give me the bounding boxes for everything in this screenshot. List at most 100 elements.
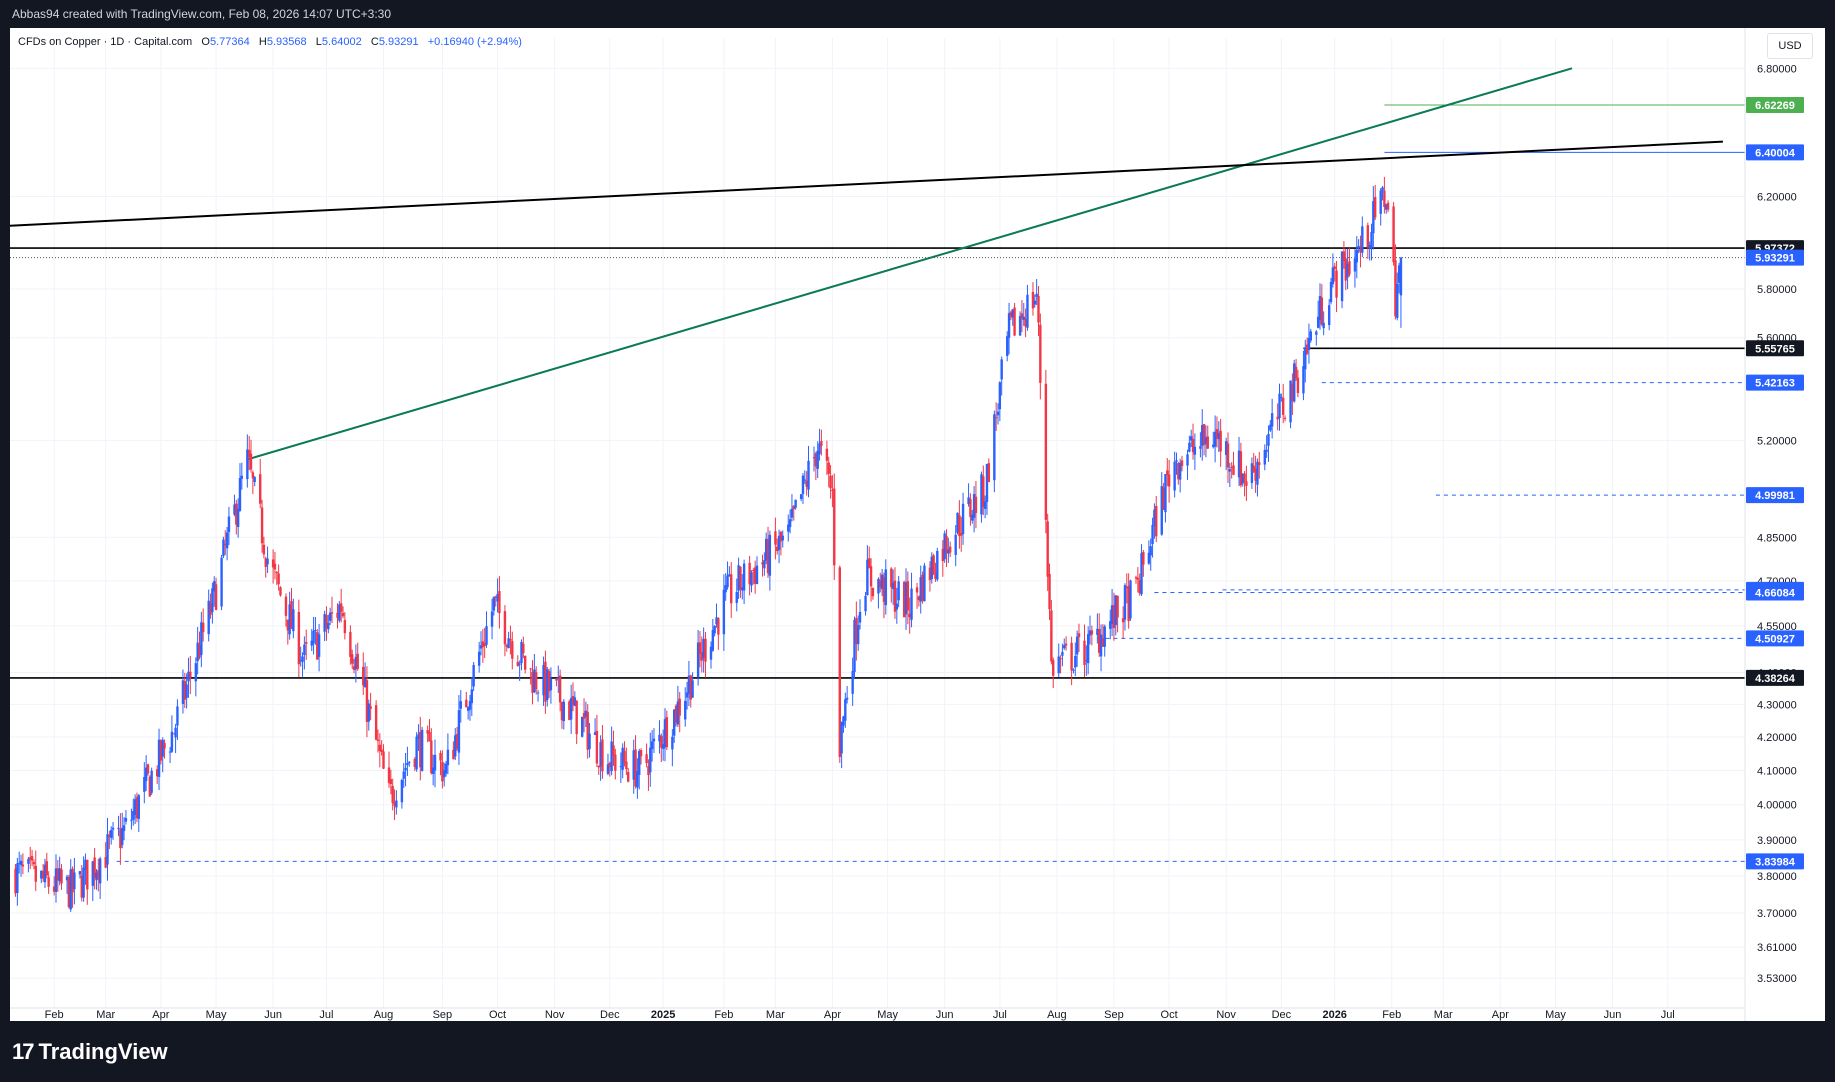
candle	[214, 577, 218, 611]
candle	[483, 627, 486, 659]
candle	[132, 798, 135, 826]
candle	[496, 578, 499, 613]
candle	[1243, 471, 1246, 497]
candle-body	[704, 638, 707, 662]
candle-body	[520, 641, 523, 664]
candle	[172, 733, 175, 735]
candle-body	[840, 721, 843, 754]
candle-body	[895, 603, 899, 610]
candle-body	[599, 742, 602, 767]
candle	[1191, 423, 1195, 460]
candle-body	[431, 767, 435, 774]
candle-body	[829, 475, 832, 489]
candle	[408, 760, 411, 767]
candle	[1110, 589, 1114, 637]
candle	[1232, 451, 1235, 476]
candle	[196, 626, 199, 675]
candle-body	[816, 450, 819, 469]
candle	[704, 631, 707, 678]
price-label-4.50927: 4.50927	[1746, 630, 1804, 647]
candle-body	[763, 560, 766, 569]
candle-body	[790, 508, 794, 518]
candle	[16, 857, 19, 906]
trendline[interactable]	[10, 140, 1723, 227]
candle	[1245, 465, 1248, 501]
candle-body	[1138, 580, 1141, 594]
candle	[932, 553, 935, 576]
candle	[277, 564, 280, 591]
candle-body	[879, 580, 882, 588]
candle	[1241, 473, 1244, 487]
candle	[124, 810, 128, 825]
candle	[890, 567, 893, 603]
candle-body	[1296, 377, 1300, 394]
tradingview-logo[interactable]: 17 TradingView	[12, 1039, 168, 1065]
candle	[954, 525, 957, 567]
price-tick-label: 3.80000	[1757, 871, 1797, 883]
candle-body	[1166, 470, 1169, 476]
candle-body	[652, 738, 656, 742]
attribution-text: Abbas94 created with TradingView.com, Fe…	[12, 7, 392, 21]
candle	[336, 603, 339, 629]
price-tick-label: 6.20000	[1757, 191, 1797, 203]
candle-body	[621, 747, 624, 770]
candle-body	[40, 871, 43, 879]
candle-body	[1022, 316, 1025, 320]
price-chart[interactable]: 6.800006.200005.800005.600005.200004.850…	[10, 28, 1825, 1021]
candle	[1022, 302, 1025, 326]
time-tick-label: Aug	[374, 1009, 394, 1021]
candle-body	[444, 763, 448, 774]
candle	[601, 725, 604, 779]
candle-body	[529, 668, 532, 670]
candle-body	[351, 654, 354, 664]
candle	[737, 557, 740, 599]
candle-body	[1213, 431, 1217, 447]
candle	[1083, 624, 1086, 677]
candle	[150, 767, 153, 796]
candle	[264, 556, 267, 578]
candle	[1270, 398, 1274, 439]
candle	[314, 616, 317, 645]
candle	[741, 574, 744, 600]
candle	[511, 631, 514, 670]
chart-frame[interactable]	[10, 28, 1825, 1021]
candle-body	[387, 767, 391, 783]
candle	[378, 733, 382, 768]
candle-body	[930, 556, 933, 580]
candle	[987, 458, 991, 483]
candle-body	[459, 701, 462, 709]
candle	[108, 830, 111, 850]
candle-body	[73, 872, 76, 890]
time-tick-label: Mar	[766, 1009, 785, 1021]
candle-body	[288, 604, 291, 635]
candle	[877, 577, 880, 609]
candle	[406, 746, 409, 776]
candle	[363, 662, 367, 688]
candle	[290, 588, 293, 629]
candle-body	[54, 868, 58, 892]
candle-body	[1230, 467, 1233, 469]
candle-body	[1269, 424, 1272, 431]
candle	[1136, 567, 1140, 593]
candle-body	[799, 494, 803, 499]
candle	[297, 599, 301, 678]
candle-body	[866, 559, 869, 596]
candle	[840, 721, 843, 769]
currency-button[interactable]: USD	[1767, 33, 1813, 59]
candle	[54, 854, 58, 903]
candle-body	[32, 861, 36, 865]
candle	[928, 561, 932, 592]
candle-body	[676, 701, 680, 725]
candle	[1250, 457, 1254, 489]
candle-body	[207, 600, 210, 635]
candle-body	[1090, 630, 1094, 635]
candle-body	[1315, 331, 1318, 335]
candle	[639, 748, 643, 765]
open-value: 5.77364	[209, 36, 250, 48]
candle-body	[1309, 331, 1312, 341]
trendline[interactable]	[247, 67, 1573, 461]
candle	[1085, 645, 1088, 676]
candle-body	[923, 565, 926, 602]
candle-body	[614, 754, 617, 771]
candle-body	[698, 642, 702, 654]
